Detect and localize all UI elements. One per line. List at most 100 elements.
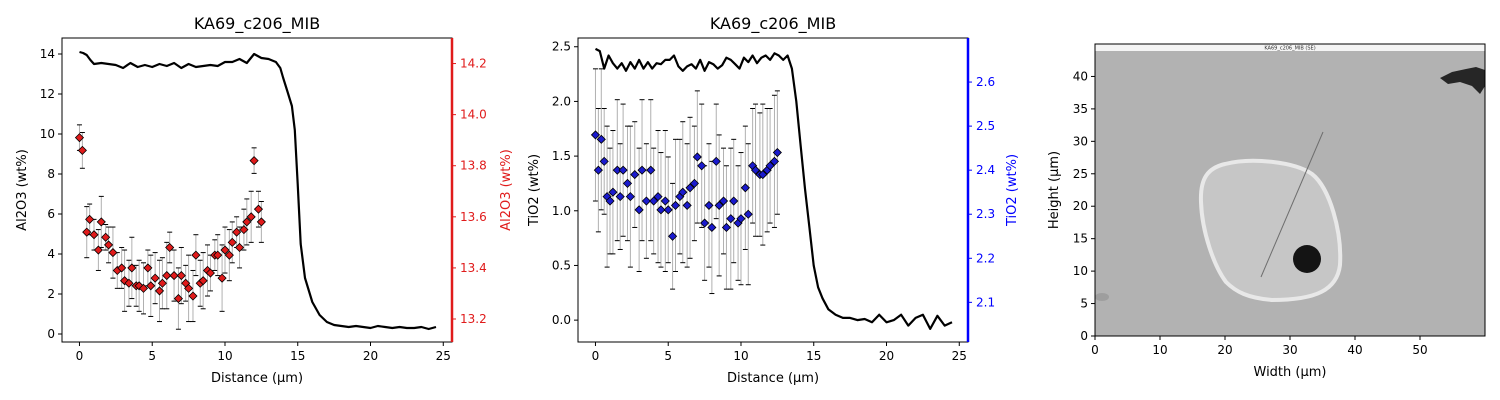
tio2-profile-line xyxy=(594,47,953,330)
al2o3-x-ticks: 0 5 10 15 20 25 xyxy=(76,342,451,363)
se-image-y-tick-label: 30 xyxy=(1073,134,1088,148)
tio2-chart: KA69_c206_MIB 0 5 10 15 20 25 0.0 0.5 1.0 1.5 2.0… xyxy=(527,14,1020,386)
al2o3-right-y-ticks: 13.2 13.4 13.6 13.8 14.0 14.2 xyxy=(452,57,487,326)
tio2-data-point xyxy=(653,192,663,202)
al2o3-data-point xyxy=(150,273,160,283)
al2o3-data-point xyxy=(82,227,92,237)
tio2-data-point xyxy=(608,187,618,197)
tio2-data-point xyxy=(697,161,707,171)
al2o3-right-y-tick-label: 13.6 xyxy=(460,210,487,224)
tio2-x-tick-label: 0 xyxy=(592,349,600,363)
se-image-y-tick-label: 40 xyxy=(1073,69,1088,83)
dark-spot xyxy=(1293,245,1321,273)
tio2-data-point xyxy=(646,165,656,175)
tio2-data-point xyxy=(729,196,739,206)
al2o3-data-point xyxy=(120,276,130,286)
tio2-right-y-label: TiO2 (wt%) xyxy=(1005,154,1020,227)
se-image-y-tick-label: 20 xyxy=(1073,199,1088,213)
tio2-data-point xyxy=(743,209,753,219)
se-image-x-tick-label: 10 xyxy=(1152,343,1167,357)
al2o3-data-point xyxy=(249,156,259,166)
al2o3-right-y-tick-label: 13.4 xyxy=(460,261,487,275)
tio2-data-point xyxy=(660,196,670,206)
tio2-data-point xyxy=(625,192,635,202)
tio2-profile-line-group xyxy=(594,47,953,330)
al2o3-y-tick-label: 6 xyxy=(47,207,55,221)
se-image-x-ticks: 0 10 20 30 40 50 xyxy=(1091,336,1428,357)
al2o3-y-tick-label: 2 xyxy=(47,287,55,301)
al2o3-data-point xyxy=(213,250,223,260)
al2o3-right-y-tick-label: 13.8 xyxy=(460,159,487,173)
al2o3-data-point xyxy=(232,227,242,237)
al2o3-data-point xyxy=(234,242,245,253)
tio2-x-tick-label: 5 xyxy=(664,349,672,363)
al2o3-x-tick-label: 0 xyxy=(76,349,84,363)
se-image-x-tick-label: 50 xyxy=(1412,343,1427,357)
tio2-data-point xyxy=(714,200,724,210)
al2o3-data-point xyxy=(176,271,186,281)
tio2-right-y-tick-label: 2.2 xyxy=(976,251,995,265)
tio2-data-point xyxy=(736,214,746,224)
al2o3-data-point xyxy=(108,248,118,258)
tio2-right-y-ticks: 2.1 2.2 2.3 2.4 2.5 2.6 xyxy=(968,75,995,309)
al2o3-errorbars xyxy=(76,124,264,330)
tio2-data-point xyxy=(721,222,731,233)
tio2-y-tick-label: 0.5 xyxy=(552,258,571,272)
al2o3-data-point xyxy=(85,214,95,224)
al2o3-x-tick-label: 20 xyxy=(363,349,378,363)
tio2-data-point xyxy=(685,183,695,193)
tio2-data-point xyxy=(615,192,625,202)
tio2-plot-frame xyxy=(577,37,969,343)
tio2-y-tick-label: 1.5 xyxy=(552,149,571,163)
al2o3-y-tick-label: 10 xyxy=(40,127,55,141)
tio2-data-point xyxy=(641,196,651,206)
al2o3-y-tick-label: 0 xyxy=(47,327,55,341)
se-image-panel: KA69_c206_MIB (SE) 0 10 20 30 40 50 0 5 10 15 20 2… xyxy=(1047,43,1486,380)
tio2-data-point xyxy=(700,218,710,228)
al2o3-chart: KA69_c206_MIB 0 5 10 15 20 25 0 2 4 6 8 10 12 14 13.… xyxy=(15,14,514,386)
al2o3-y-tick-label: 14 xyxy=(40,47,55,61)
se-image-x-label: Width (µm) xyxy=(1254,365,1327,380)
al2o3-data-point xyxy=(146,281,156,291)
al2o3-data-point xyxy=(173,294,183,304)
al2o3-data-point xyxy=(74,133,85,143)
se-image-x-tick-label: 30 xyxy=(1282,343,1297,357)
tio2-y-tick-label: 1.0 xyxy=(552,204,571,218)
tio2-data-point xyxy=(663,205,673,215)
al2o3-data-point xyxy=(224,250,234,260)
se-image-y-tick-label: 35 xyxy=(1073,102,1088,116)
al2o3-data-point xyxy=(117,263,127,273)
tio2-right-y-tick-label: 2.3 xyxy=(976,207,995,221)
tio2-right-y-tick-label: 2.5 xyxy=(976,119,995,133)
tio2-points xyxy=(590,130,782,241)
al2o3-x-tick-label: 25 xyxy=(436,349,451,363)
tio2-data-point xyxy=(630,170,640,180)
al2o3-data-point xyxy=(162,271,172,281)
al2o3-data-point xyxy=(157,278,167,288)
se-image-x-tick-label: 0 xyxy=(1091,343,1099,357)
tio2-data-point xyxy=(593,165,603,175)
al2o3-data-point xyxy=(217,273,227,283)
se-image-x-tick-label: 20 xyxy=(1217,343,1232,357)
se-image-y-tick-label: 0 xyxy=(1080,329,1088,343)
al2o3-data-point xyxy=(220,245,230,255)
al2o3-data-point xyxy=(154,286,165,296)
tio2-data-point xyxy=(596,134,606,144)
se-image-y-tick-label: 25 xyxy=(1073,167,1088,181)
tio2-data-point xyxy=(670,200,681,210)
tio2-data-point xyxy=(682,200,692,210)
tio2-data-point xyxy=(649,196,659,206)
tio2-data-point xyxy=(765,161,775,171)
se-image-y-ticks: 0 5 10 15 20 25 30 35 40 xyxy=(1073,69,1095,343)
al2o3-data-point xyxy=(198,276,208,286)
al2o3-right-y-label: Al2O3 (wt%) xyxy=(499,149,514,231)
tio2-data-point xyxy=(656,205,666,215)
al2o3-plot-frame xyxy=(61,37,453,343)
tio2-right-y-tick-label: 2.6 xyxy=(976,75,995,89)
tio2-data-point xyxy=(740,183,750,193)
tio2-data-point xyxy=(605,196,615,206)
al2o3-data-point xyxy=(239,225,249,235)
al2o3-data-point xyxy=(246,212,256,222)
al2o3-data-point xyxy=(227,237,237,247)
al2o3-data-point xyxy=(165,242,175,253)
